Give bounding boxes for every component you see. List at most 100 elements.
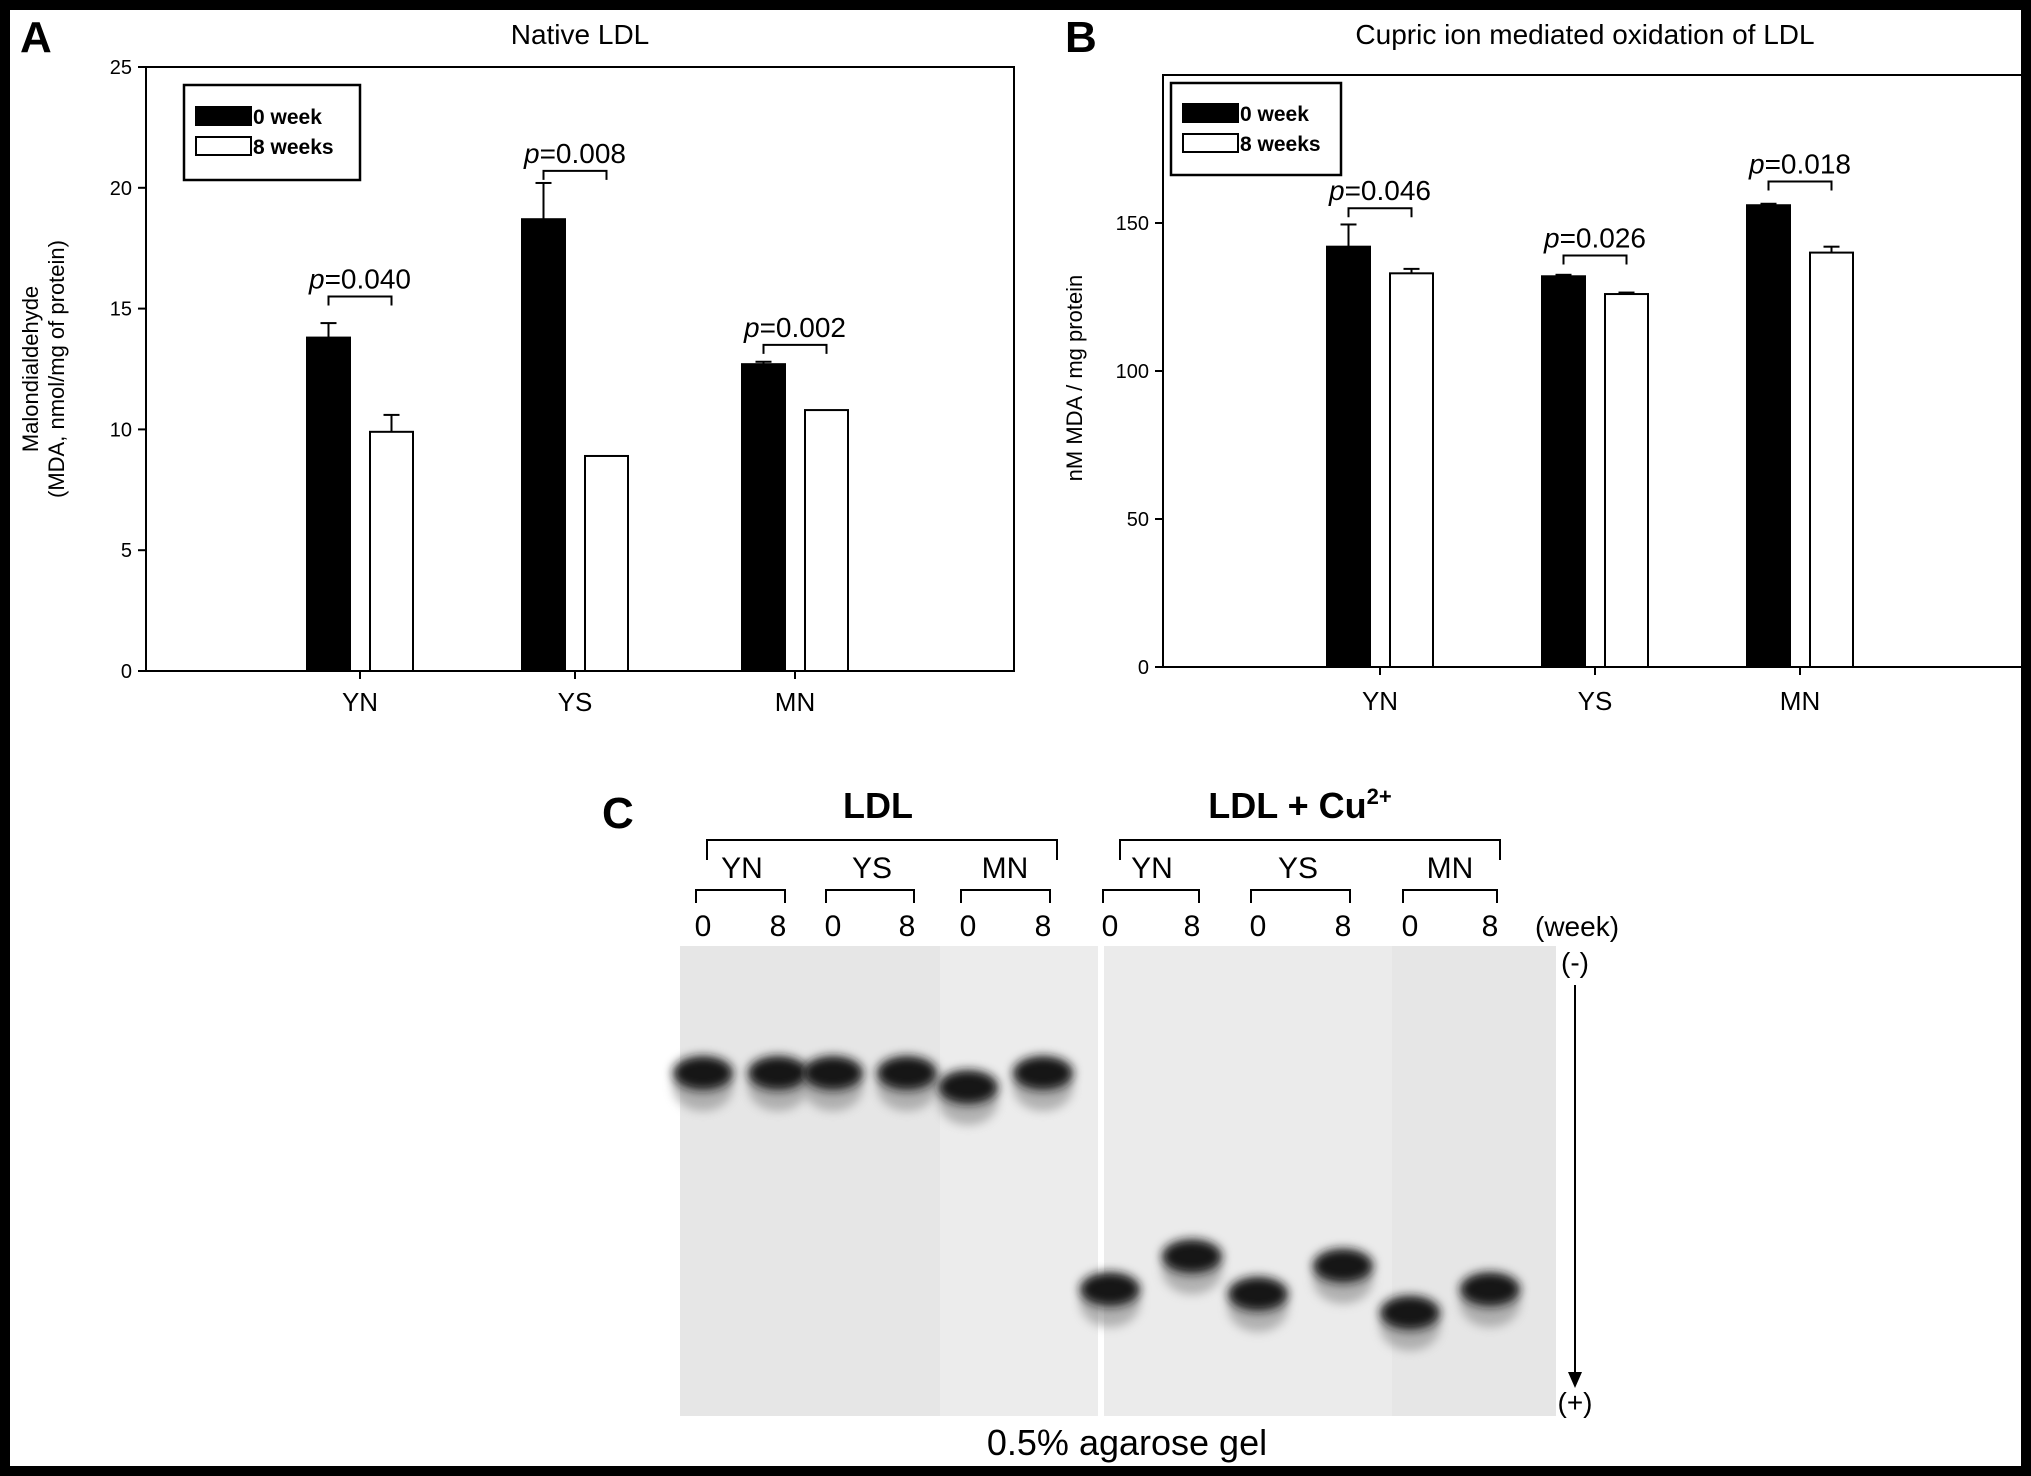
gel-group-bracket-ldl-ys bbox=[825, 889, 915, 903]
chart-b-bar-ys-8-weeks bbox=[1604, 293, 1649, 668]
gel-bracket-ldl bbox=[706, 839, 1058, 860]
gel-panel: LDL LDL + Cu2+ YN YS MN YN YS MN 0 8 0 8 0 8 0 8 0 8 0 8… bbox=[673, 784, 1619, 1463]
chart-a-ylabel-line2: (MDA, nmol/mg of protein) bbox=[44, 240, 69, 498]
gel-group-bracket-ldl-cu-ys bbox=[1250, 889, 1351, 903]
gel-band-ldl-ys-8 bbox=[877, 1055, 937, 1090]
gel-group-bracket-ldl-yn bbox=[695, 889, 786, 903]
gel-group-label-ldl-cu-ys: YS bbox=[1278, 852, 1318, 885]
chart-b-bars bbox=[1326, 202, 1854, 669]
gel-header-ldl-cu: LDL + Cu2+ bbox=[1208, 784, 1391, 826]
chart-b-category-label-yn: YN bbox=[1362, 686, 1398, 716]
chart-b-legend-swatch-8-weeks bbox=[1182, 133, 1239, 153]
gel-band-ldl-ys-0 bbox=[803, 1055, 863, 1090]
chart-b-pvalue-label-mn: p=0.018 bbox=[1748, 149, 1851, 180]
chart-b: Cupric ion mediated oxidation of LDL nM … bbox=[1062, 19, 2021, 716]
pvalue-italic-p: p bbox=[523, 138, 540, 169]
chart-b-pvalue-label-yn: p=0.046 bbox=[1328, 175, 1431, 206]
chart-b-y-axis: 0 50 100 150 YN YS MN bbox=[1116, 213, 1821, 716]
gel-lane-label-ldl-ys-0: 0 bbox=[825, 910, 842, 943]
pvalue-text: =0.002 bbox=[760, 312, 846, 343]
gel-lane-label-ldl-cu-mn-8: 8 bbox=[1482, 910, 1499, 943]
panel-letter-b: B bbox=[1065, 13, 1097, 62]
chart-a-category-label-mn: MN bbox=[775, 687, 815, 717]
chart-a: Native LDL Malondialdehyde (MDA, nmol/mg… bbox=[18, 19, 1015, 717]
gel-band-ldl-mn-8 bbox=[1013, 1055, 1073, 1090]
gel-lane-label-ldl-cu-ys-8: 8 bbox=[1335, 910, 1352, 943]
chart-b-legend-swatch-0-week bbox=[1182, 103, 1239, 123]
chart-a-ytick-label-0: 0 bbox=[121, 661, 132, 683]
gel-group-label-ldl-yn: YN bbox=[721, 852, 763, 885]
gel-header-ldl-cu-base: LDL + Cu bbox=[1208, 785, 1366, 826]
pvalue-text: =0.018 bbox=[1765, 149, 1851, 180]
gel-lane-label-ldl-cu-yn-0: 0 bbox=[1102, 910, 1119, 943]
chart-a-pvalue-bracket-yn bbox=[327, 295, 393, 306]
chart-b-legend-label-0-week: 0 week bbox=[1240, 103, 1309, 126]
gel-image-ldl-mn-section bbox=[940, 946, 1098, 1416]
gel-lane-label-ldl-ys-8: 8 bbox=[899, 910, 916, 943]
chart-a-pvalue-label-ys: p=0.008 bbox=[523, 138, 626, 169]
chart-b-pvalue-bracket-mn bbox=[1767, 180, 1833, 191]
chart-b-bar-ys-0-week bbox=[1541, 275, 1586, 668]
chart-b-ylabel: nM MDA / mg protein bbox=[1062, 275, 1087, 482]
gel-band-ldl-cu-yn-0 bbox=[1080, 1272, 1140, 1307]
chart-a-pvalue-label-mn: p=0.002 bbox=[743, 312, 846, 343]
chart-b-ytick-label-150: 150 bbox=[1116, 213, 1149, 235]
chart-a-ytick-label-15: 15 bbox=[110, 299, 132, 321]
gel-lane-label-ldl-yn-8: 8 bbox=[770, 910, 787, 943]
gel-header-ldl: LDL bbox=[843, 785, 913, 826]
pvalue-text: =0.026 bbox=[1560, 223, 1646, 254]
panel-letter-a: A bbox=[20, 13, 52, 62]
chart-a-y-axis: 0 5 10 15 20 25 YN YS MN bbox=[110, 57, 815, 717]
chart-b-ytick-label-100: 100 bbox=[1116, 361, 1149, 383]
chart-b-ytick-label-0: 0 bbox=[1138, 657, 1149, 679]
chart-a-plot-frame bbox=[145, 66, 1015, 672]
chart-b-legend-label-8-weeks: 8 weeks bbox=[1240, 133, 1321, 156]
gel-lane-label-ldl-mn-8: 8 bbox=[1035, 910, 1052, 943]
gel-band-ldl-cu-yn-8 bbox=[1162, 1239, 1222, 1274]
gel-band-ldl-cu-ys-8 bbox=[1313, 1248, 1373, 1283]
pvalue-text: =0.046 bbox=[1345, 175, 1431, 206]
gel-group-label-ldl-ys: YS bbox=[852, 852, 892, 885]
gel-migration-arrow-head bbox=[1568, 1372, 1582, 1388]
gel-lane-label-ldl-cu-yn-8: 8 bbox=[1184, 910, 1201, 943]
chart-a-ytick-label-25: 25 bbox=[110, 57, 132, 79]
chart-b-legend: 0 week 8 weeks bbox=[1169, 81, 1343, 177]
chart-a-bar-yn-0-week bbox=[306, 336, 351, 672]
pvalue-italic-p: p bbox=[743, 312, 760, 343]
gel-band-ldl-yn-8 bbox=[748, 1055, 808, 1090]
chart-a-bar-ys-8-weeks bbox=[584, 454, 629, 673]
chart-a-legend-box bbox=[182, 83, 362, 182]
gel-header-ldl-cu-superscript: 2+ bbox=[1367, 784, 1392, 809]
chart-a-ytick-label-20: 20 bbox=[110, 178, 132, 200]
gel-pole-negative: (-) bbox=[1561, 947, 1589, 978]
gel-group-bracket-ldl-mn bbox=[960, 889, 1051, 903]
chart-a-legend: 0 week 8 weeks bbox=[182, 83, 362, 182]
chart-a-bar-mn-8-weeks bbox=[804, 409, 849, 672]
gel-lane-labels: 0 8 0 8 0 8 0 8 0 8 0 8 bbox=[695, 910, 1499, 943]
chart-b-bar-yn-0-week bbox=[1326, 245, 1371, 668]
pvalue-italic-p: p bbox=[1328, 175, 1345, 206]
gel-lane-label-ldl-yn-0: 0 bbox=[695, 910, 712, 943]
chart-b-bar-mn-0-week bbox=[1746, 204, 1791, 669]
chart-b-title: Cupric ion mediated oxidation of LDL bbox=[1355, 19, 1814, 50]
gel-group-label-ldl-cu-yn: YN bbox=[1131, 852, 1173, 885]
chart-a-legend-label-0-week: 0 week bbox=[253, 106, 322, 129]
figure-canvas: A B C Native LDL Malondialdehyde (MDA, n… bbox=[18, 13, 2021, 1463]
chart-b-category-label-ys: YS bbox=[1578, 686, 1613, 716]
chart-b-legend-box bbox=[1169, 81, 1343, 177]
chart-b-pvalue-bracket-ys bbox=[1562, 254, 1628, 265]
gel-group-labels: YN YS MN YN YS MN bbox=[695, 852, 1498, 903]
chart-a-bar-ys-0-week bbox=[521, 218, 566, 672]
chart-a-category-label-yn: YN bbox=[342, 687, 378, 717]
chart-a-category-label-ys: YS bbox=[558, 687, 593, 717]
chart-a-ytick-label-5: 5 bbox=[121, 540, 132, 562]
gel-band-ldl-yn-0 bbox=[673, 1055, 733, 1090]
gel-caption: 0.5% agarose gel bbox=[987, 1422, 1267, 1463]
gel-band-ldl-mn-0 bbox=[938, 1070, 998, 1104]
gel-bracket-ldl-cu bbox=[1119, 839, 1501, 860]
chart-a-pvalue-bracket-ys bbox=[542, 169, 608, 180]
chart-b-pvalue-label-ys: p=0.026 bbox=[1543, 223, 1646, 254]
chart-a-pvalue-bracket-mn bbox=[762, 343, 828, 354]
